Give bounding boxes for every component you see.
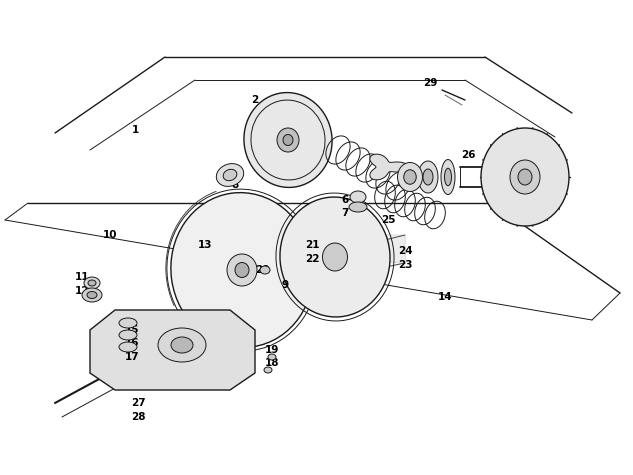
Text: 25: 25: [381, 215, 395, 225]
Ellipse shape: [441, 160, 455, 194]
Ellipse shape: [264, 367, 272, 373]
Text: 21: 21: [304, 240, 319, 250]
Ellipse shape: [418, 161, 438, 193]
Ellipse shape: [158, 328, 206, 362]
Ellipse shape: [260, 266, 270, 274]
Ellipse shape: [171, 337, 193, 353]
Text: 17: 17: [125, 352, 139, 362]
Ellipse shape: [119, 342, 137, 352]
Text: 28: 28: [131, 412, 145, 422]
Text: 4: 4: [301, 120, 309, 130]
Text: 12: 12: [75, 286, 89, 296]
Text: 2: 2: [251, 95, 259, 105]
Text: 19: 19: [265, 345, 279, 355]
Ellipse shape: [227, 254, 257, 286]
Ellipse shape: [349, 202, 367, 212]
Ellipse shape: [171, 193, 313, 347]
Ellipse shape: [510, 160, 540, 194]
Text: 22: 22: [304, 254, 319, 264]
Ellipse shape: [244, 93, 332, 188]
Text: 29: 29: [423, 78, 437, 88]
Text: 6: 6: [341, 195, 349, 205]
Ellipse shape: [84, 277, 100, 289]
Ellipse shape: [398, 162, 422, 191]
Ellipse shape: [277, 128, 299, 152]
Ellipse shape: [280, 197, 390, 317]
Text: 3: 3: [301, 105, 309, 115]
Text: 20: 20: [254, 265, 269, 275]
Ellipse shape: [268, 354, 276, 360]
Text: 5: 5: [381, 165, 389, 175]
Ellipse shape: [404, 170, 417, 184]
Text: 16: 16: [125, 338, 139, 348]
Ellipse shape: [87, 292, 97, 298]
Text: 18: 18: [265, 358, 279, 368]
Ellipse shape: [235, 263, 249, 277]
Text: 1: 1: [132, 125, 139, 135]
Ellipse shape: [423, 169, 433, 185]
Ellipse shape: [82, 288, 102, 302]
Ellipse shape: [481, 128, 569, 226]
Text: 13: 13: [197, 240, 212, 250]
Ellipse shape: [119, 330, 137, 340]
Ellipse shape: [223, 169, 237, 180]
Text: 26: 26: [461, 150, 475, 160]
Text: 14: 14: [437, 292, 453, 302]
Text: 27: 27: [130, 398, 146, 408]
Text: 24: 24: [398, 246, 412, 256]
Text: 9: 9: [282, 280, 289, 290]
Text: 8: 8: [232, 180, 239, 190]
Polygon shape: [90, 310, 255, 390]
Ellipse shape: [216, 163, 244, 186]
Ellipse shape: [444, 168, 451, 186]
Polygon shape: [370, 154, 408, 180]
Ellipse shape: [322, 243, 348, 271]
Ellipse shape: [88, 280, 96, 286]
Ellipse shape: [283, 134, 293, 145]
Text: 10: 10: [103, 230, 117, 240]
Text: 7: 7: [341, 208, 349, 218]
Ellipse shape: [518, 169, 532, 185]
Text: 15: 15: [125, 325, 139, 335]
Ellipse shape: [350, 191, 366, 203]
Text: 11: 11: [75, 272, 89, 282]
Text: 23: 23: [398, 260, 412, 270]
Ellipse shape: [119, 318, 137, 328]
